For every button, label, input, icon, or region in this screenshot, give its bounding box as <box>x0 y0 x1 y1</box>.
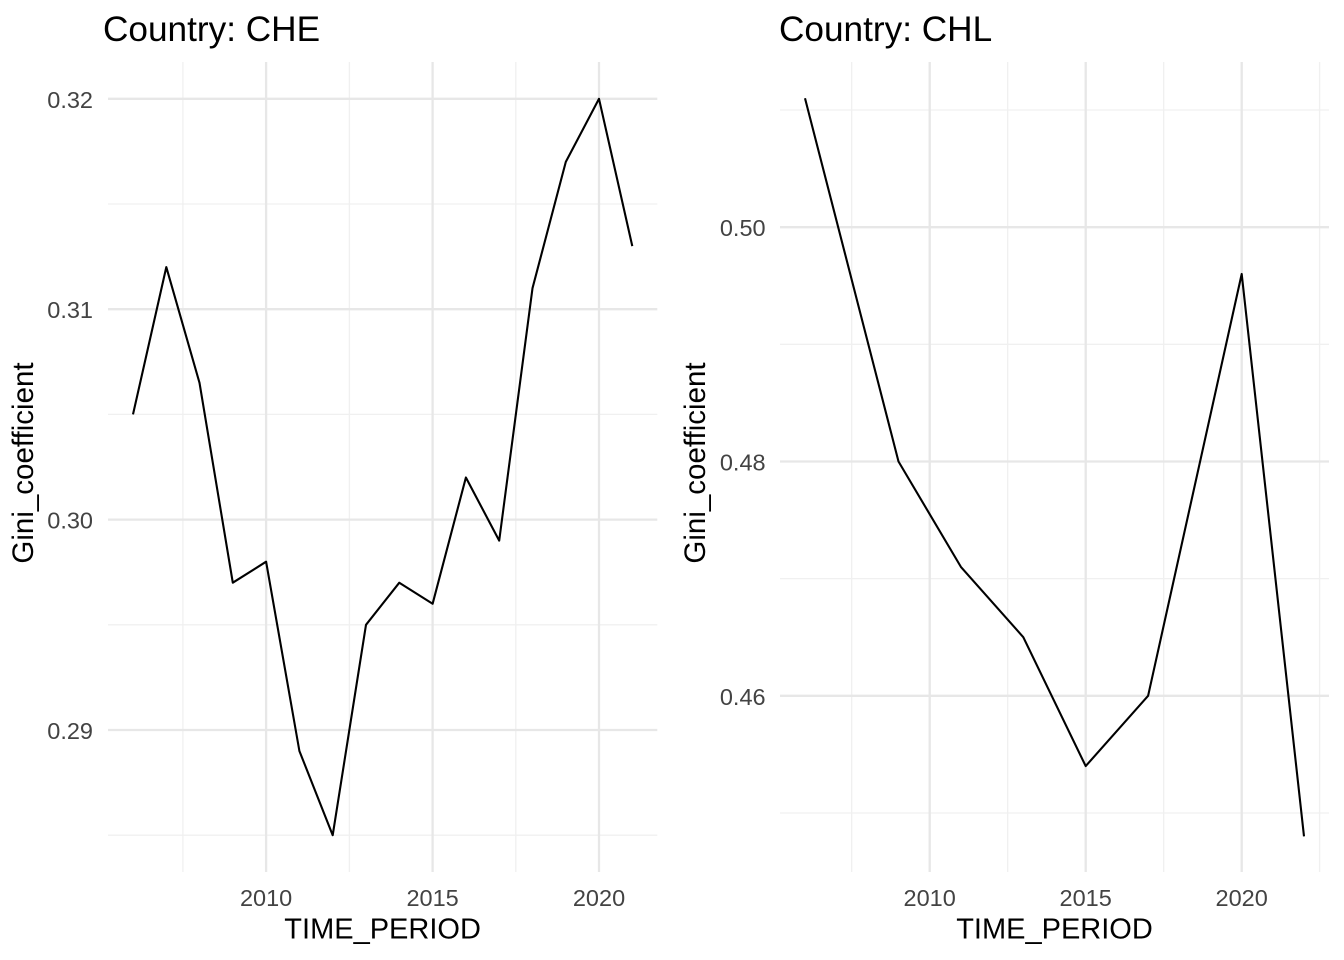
svg-text:2015: 2015 <box>406 885 458 911</box>
svg-text:0.50: 0.50 <box>720 215 766 241</box>
svg-text:0.48: 0.48 <box>720 450 766 476</box>
svg-text:0.46: 0.46 <box>720 684 766 710</box>
svg-text:2020: 2020 <box>1216 885 1268 911</box>
svg-text:TIME_PERIOD: TIME_PERIOD <box>956 913 1153 945</box>
svg-text:2015: 2015 <box>1060 885 1112 911</box>
svg-text:2010: 2010 <box>904 885 956 911</box>
svg-text:Gini_coefficient: Gini_coefficient <box>7 362 40 563</box>
svg-text:0.31: 0.31 <box>47 297 93 323</box>
svg-text:2020: 2020 <box>573 885 625 911</box>
svg-text:TIME_PERIOD: TIME_PERIOD <box>284 913 481 945</box>
svg-text:0.29: 0.29 <box>47 718 93 744</box>
svg-text:Country: CHL: Country: CHL <box>779 10 992 49</box>
svg-text:Gini_coefficient: Gini_coefficient <box>679 362 712 563</box>
svg-text:2010: 2010 <box>240 885 292 911</box>
svg-text:0.32: 0.32 <box>47 87 93 113</box>
svg-text:0.30: 0.30 <box>47 508 93 534</box>
svg-text:Country: CHE: Country: CHE <box>103 10 320 49</box>
